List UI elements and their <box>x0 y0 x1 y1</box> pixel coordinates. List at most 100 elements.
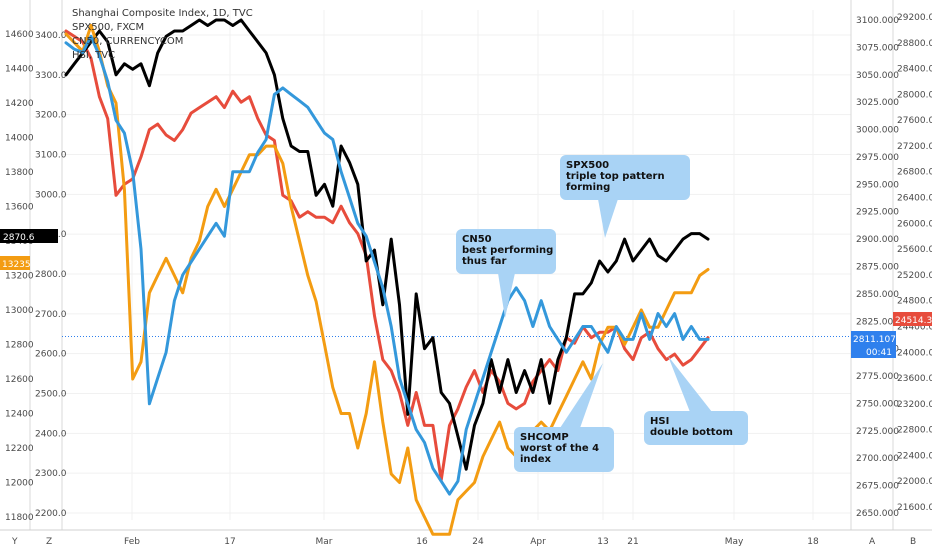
y-tick-label: 23200.00 <box>897 400 932 410</box>
price-tag-right-red: 24514.3 <box>893 312 932 326</box>
callout-box <box>644 411 748 445</box>
price-tag-countdown-bg <box>851 345 896 358</box>
y-tick-label: 24800.00 <box>897 297 932 307</box>
y-tick-label: 2400.0 <box>35 429 67 439</box>
callout-text: SHCOMP <box>520 432 569 443</box>
y-tick-label: 2875.000 <box>856 263 899 273</box>
callout-text: worst of the 4 <box>520 443 599 454</box>
y-tick-label: 2975.000 <box>856 153 899 163</box>
y-tick-label: 3200.0 <box>35 111 67 121</box>
price-tag-countdown-label: 00:41 <box>866 348 892 358</box>
price-tag-left-orange-bg <box>0 256 30 270</box>
left-outer-axis: 11800 12000 12200 12400 12600 12800 13000 13200… <box>5 30 34 523</box>
callout-text: triple top pattern <box>566 171 665 182</box>
y-tick-label: 12200 <box>5 444 34 454</box>
x-tick-label: 21 <box>627 537 638 547</box>
series-line-shanghai-composite-index[interactable] <box>64 29 710 482</box>
y-tick-label: 27600.00 <box>897 116 932 126</box>
series-line-spx500[interactable] <box>64 18 710 471</box>
y-tick-label: 28000.00 <box>897 90 932 100</box>
y-tick-label: 2950.000 <box>856 180 899 190</box>
x-tick-label: 13 <box>597 537 608 547</box>
y-tick-label: 3000.0 <box>35 190 67 200</box>
callout-text: CN50 <box>462 234 492 245</box>
legend[interactable]: Shanghai Composite Index, 1D, TVC SPX500… <box>72 8 253 61</box>
y-tick-label: 14200 <box>5 99 34 109</box>
x-tick-label: May <box>725 537 744 547</box>
y-tick-label: 12600 <box>5 375 34 385</box>
callout-box <box>456 229 556 274</box>
y-tick-label: 22000.00 <box>897 477 932 487</box>
y-tick-label: 13200 <box>5 272 34 282</box>
y-tick-label: 2675.000 <box>856 482 899 492</box>
y-tick-label: 13000 <box>5 306 34 316</box>
price-tag-right-red-bg <box>893 312 932 326</box>
price-tag-left-black-label: 2870.6 <box>3 233 35 243</box>
y-tick-label: 21600.00 <box>897 503 932 513</box>
y-tick-label: 2500.0 <box>35 390 67 400</box>
x-tick-label: 17 <box>224 537 235 547</box>
price-tag-right-blue: 2811.107 00:41 <box>851 331 896 358</box>
bottom-right-button-a[interactable]: A <box>869 537 876 547</box>
y-tick-label: 11800 <box>5 513 34 523</box>
y-tick-label: 28400.00 <box>897 65 932 75</box>
y-tick-label: 26400.00 <box>897 194 932 204</box>
y-tick-label: 29200.00 <box>897 13 932 23</box>
y-tick-label: 12000 <box>5 479 34 489</box>
callout-text: double bottom <box>650 427 733 438</box>
x-tick-label: 16 <box>416 537 428 547</box>
x-tick-label: Feb <box>124 537 140 547</box>
y-tick-label: 2725.000 <box>856 427 899 437</box>
bottom-left-button-b[interactable]: Z <box>46 537 52 547</box>
y-tick-label: 12800 <box>5 341 34 351</box>
y-tick-label: 3075.000 <box>856 43 899 53</box>
y-tick-label: 25600.00 <box>897 245 932 255</box>
callout-text: index <box>520 454 551 465</box>
y-tick-label: 3300.0 <box>35 71 67 81</box>
callout-text: SPX500 <box>566 160 609 171</box>
price-tag-left-orange: 13235 <box>0 256 31 270</box>
y-tick-label: 22800.00 <box>897 426 932 436</box>
y-tick-label: 2750.000 <box>856 399 899 409</box>
y-tick-label: 2600.0 <box>35 350 67 360</box>
bottom-left-button-a[interactable]: Y <box>11 537 18 547</box>
y-tick-label: 14000 <box>5 134 34 144</box>
y-tick-label: 24000.00 <box>897 348 932 358</box>
y-tick-label: 2200.0 <box>35 509 67 519</box>
y-tick-label: 22400.00 <box>897 451 932 461</box>
y-tick-label: 3400.0 <box>35 31 67 41</box>
left-inner-axis: 2200.0 2300.0 2400.0 2500.0 2600.0 2700.0 2800… <box>35 31 67 519</box>
bottom-right-button-b[interactable]: B <box>910 537 916 547</box>
y-tick-label: 26800.00 <box>897 168 932 178</box>
price-tag-left-black-bg <box>0 229 58 243</box>
price-tag-right-red-label: 24514.3 <box>895 316 932 326</box>
price-tag-left-black: 2870.6 <box>0 229 58 243</box>
legend-hsi: HSI, TVC <box>72 50 115 61</box>
y-tick-label: 23600.00 <box>897 374 932 384</box>
y-tick-label: 2700.0 <box>35 310 67 320</box>
callout-box <box>560 155 690 200</box>
y-tick-label: 2775.000 <box>856 372 899 382</box>
callout-pointer <box>560 363 603 428</box>
callout-pointer <box>668 356 712 412</box>
y-tick-label: 13800 <box>5 168 34 178</box>
y-tick-label: 13600 <box>5 203 34 213</box>
x-tick-label: 18 <box>807 537 819 547</box>
right-outer-axis: 21600.00 22000.00 22400.00 22800.00 23200.00… <box>897 13 932 513</box>
callout-pointer <box>498 273 515 318</box>
y-tick-label: 2300.0 <box>35 469 67 479</box>
x-axis: Feb 17 Mar 16 24 Apr 13 21 May 18 <box>124 537 819 547</box>
callout-pointer <box>598 199 618 238</box>
legend-title: Shanghai Composite Index, 1D, TVC <box>72 8 253 19</box>
price-tag-right-blue-bg <box>851 331 896 345</box>
callout-text: forming <box>566 182 610 193</box>
y-tick-label: 2900.000 <box>856 235 899 245</box>
series-line-hsi[interactable] <box>64 34 710 496</box>
x-tick-label: Apr <box>530 537 546 547</box>
